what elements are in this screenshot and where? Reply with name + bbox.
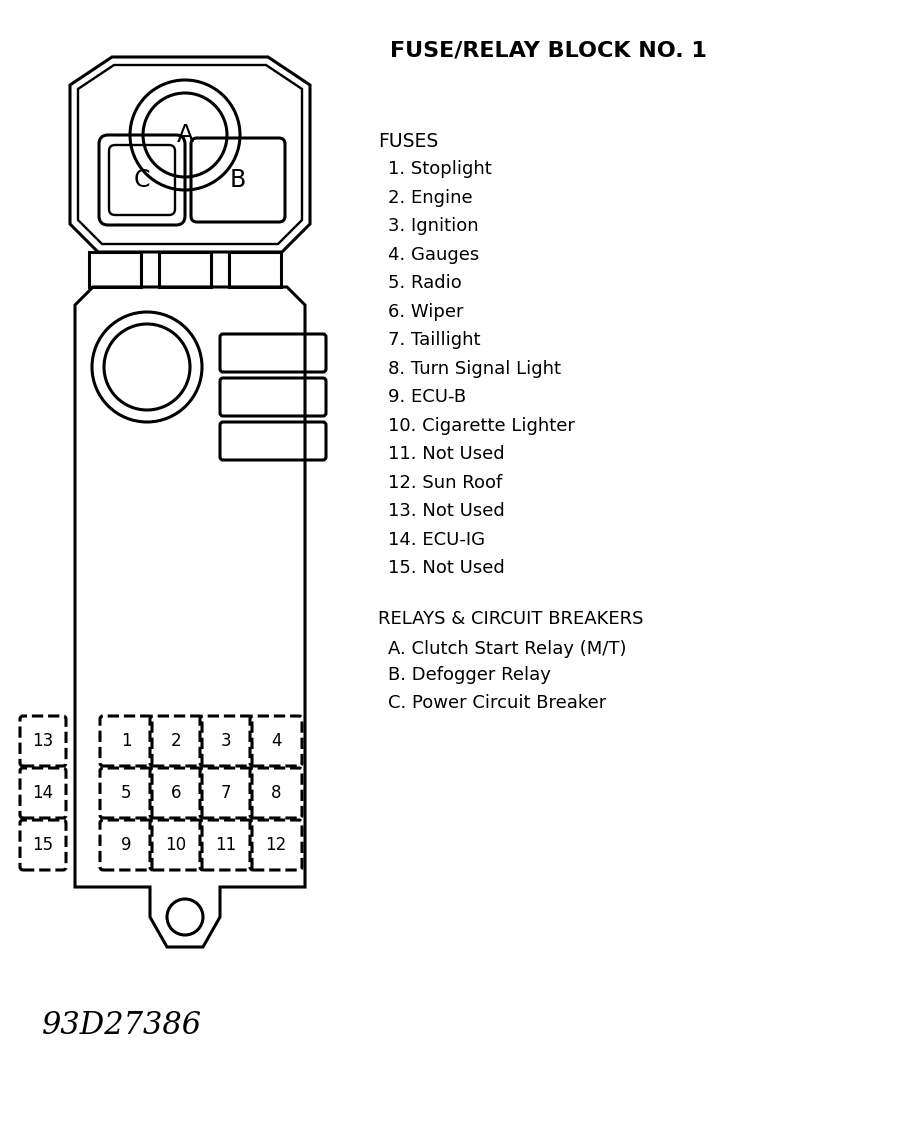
- Text: 2. Engine: 2. Engine: [388, 188, 472, 206]
- Text: 1: 1: [121, 732, 131, 749]
- Text: RELAYS & CIRCUIT BREAKERS: RELAYS & CIRCUIT BREAKERS: [378, 609, 643, 627]
- Text: B: B: [230, 168, 246, 192]
- Text: 14: 14: [33, 784, 54, 802]
- Text: 93D27386: 93D27386: [42, 1010, 202, 1041]
- Text: 9: 9: [121, 836, 131, 854]
- Text: A. Clutch Start Relay (M/T): A. Clutch Start Relay (M/T): [388, 640, 626, 657]
- Text: 6: 6: [171, 784, 181, 802]
- Text: 2: 2: [171, 732, 181, 749]
- Bar: [229, 252, 281, 287]
- Text: 14. ECU-IG: 14. ECU-IG: [388, 531, 485, 549]
- Text: 8. Turn Signal Light: 8. Turn Signal Light: [388, 359, 561, 377]
- Text: FUSE/RELAY BLOCK NO. 1: FUSE/RELAY BLOCK NO. 1: [390, 40, 707, 59]
- Text: FUSES: FUSES: [378, 132, 439, 151]
- Text: B. Defogger Relay: B. Defogger Relay: [388, 666, 551, 684]
- Text: 5: 5: [121, 784, 131, 802]
- Text: 11: 11: [216, 836, 237, 854]
- Bar: [89, 252, 141, 287]
- Text: 9. ECU-B: 9. ECU-B: [388, 388, 466, 406]
- Text: 5. Radio: 5. Radio: [388, 274, 461, 292]
- Text: 15. Not Used: 15. Not Used: [388, 559, 505, 577]
- Text: 4. Gauges: 4. Gauges: [388, 246, 480, 264]
- Text: 3. Ignition: 3. Ignition: [388, 217, 479, 234]
- Text: 1. Stoplight: 1. Stoplight: [388, 160, 491, 178]
- Text: 7: 7: [221, 784, 231, 802]
- Text: A: A: [177, 123, 194, 147]
- Text: C: C: [134, 168, 150, 192]
- Text: 8: 8: [271, 784, 281, 802]
- Text: 15: 15: [33, 836, 54, 854]
- Text: C. Power Circuit Breaker: C. Power Circuit Breaker: [388, 693, 606, 711]
- Text: 12: 12: [266, 836, 287, 854]
- Text: 6. Wiper: 6. Wiper: [388, 303, 463, 321]
- Text: 11. Not Used: 11. Not Used: [388, 445, 505, 463]
- Text: 13. Not Used: 13. Not Used: [388, 502, 505, 519]
- Text: 7. Taillight: 7. Taillight: [388, 331, 480, 349]
- Text: 10. Cigarette Lighter: 10. Cigarette Lighter: [388, 416, 575, 434]
- Bar: [159, 252, 211, 287]
- Text: 3: 3: [221, 732, 231, 749]
- Text: 4: 4: [271, 732, 281, 749]
- Text: 13: 13: [33, 732, 54, 749]
- Text: 12. Sun Roof: 12. Sun Roof: [388, 473, 502, 491]
- Text: 10: 10: [166, 836, 187, 854]
